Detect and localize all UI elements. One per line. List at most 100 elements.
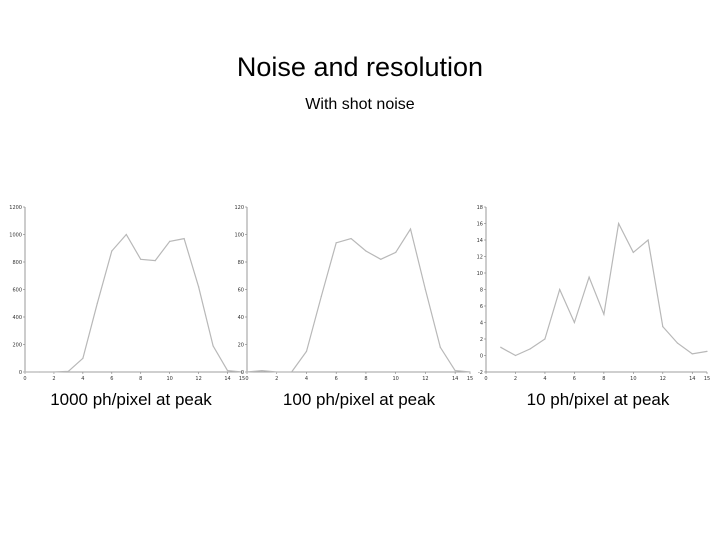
chart-3-x-tick-label: 8 [602,376,605,382]
chart-2-x-tick-label: 10 [392,376,398,382]
chart-1-y-tick-label: 800 [12,260,22,266]
chart-3-y-tick-label: 0 [480,353,483,359]
chart-1-x-tick-label: 4 [81,376,84,382]
chart-3-data-point [573,321,576,324]
chart-2-data-point [409,228,412,230]
chart-3-data-point [662,326,664,328]
chart-2-data-point [424,288,426,291]
chart-3-x-tick-label: 12 [660,376,666,382]
chart-3-x-tick-label: 4 [543,376,546,382]
chart-2-data-point [291,371,293,373]
chart-3-data-point [676,342,679,344]
chart-1-data-point [140,258,142,260]
chart-3-y-tick-label: 8 [480,287,483,293]
slide-subtitle: With shot noise [305,96,415,113]
chart-3-x-tick-label: 0 [484,376,487,382]
chart-3-data-point [691,353,693,355]
chart-2-data-point [439,346,441,348]
chart-3-x-tick-label: 2 [514,376,517,382]
chart-1-data-point [226,370,229,372]
chart-3-caption: 10 ph/pixel at peak [526,390,670,409]
chart-1-y-tick-label: 600 [12,287,22,293]
chart-1-data-point [154,260,156,262]
chart-2-x-tick-label: 8 [364,376,367,382]
chart-1-x-tick-label: 6 [110,376,113,382]
chart-1-data-point [125,233,127,236]
chart-1-y-tick-label: 1200 [9,205,22,211]
chart-3-data-point [529,348,531,350]
chart-3-x-tick-label: 10 [630,376,636,382]
chart-2-data-point [395,251,397,253]
chart-2-x-tick-label: 4 [305,376,308,382]
chart-2-data-point [350,238,352,240]
chart-3-data-point [603,313,605,315]
chart-1-y-tick-label: 0 [19,370,22,376]
chart-1-data-point [183,238,185,240]
chart-3-data-point [559,288,561,291]
chart-1-series-line [25,233,243,373]
chart-1-data-point [111,250,113,252]
chart-2-y-tick-label: 0 [241,370,244,376]
chart-1-y-tick-label: 1000 [9,232,22,238]
chart-2-y-tick-label: 60 [238,287,244,293]
chart-1-data-point [241,371,243,373]
chart-3-data-point [514,354,517,357]
chart-2-data-point [246,371,248,373]
chart-2-data-point [320,295,322,297]
chart-3-x-tick-label: 6 [573,376,576,382]
chart-2-x-tick-label: 12 [422,376,428,382]
chart-2-data-point [305,350,308,352]
chart-1-data-point [67,370,69,372]
chart-1-data-point [82,357,84,359]
chart-1-x-tick-label: 8 [139,376,142,382]
chart-1-data-point [53,371,55,373]
chart-3-data-point [544,338,546,340]
chart-3-y-tick-label: 4 [480,320,483,326]
slide-title: Noise and resolution [236,52,484,82]
chart-3-y-tick-label: 10 [477,271,483,277]
chart-1-y-tick-label: 400 [12,315,22,321]
chart-3-data-point [647,239,649,241]
chart-2-y-tick-label: 40 [238,315,244,321]
chart-3-data-point [618,222,620,225]
chart-3-y-tick-label: 18 [477,205,483,211]
chart-3-x-tick-label: 15 [704,376,710,382]
chart-3-data-point [632,251,634,253]
chart-2-data-point [276,371,278,373]
chart-2-x-tick-label: 6 [335,376,338,382]
chart-3-y-tick-label: 16 [477,221,483,227]
chart-1-data-point [96,302,98,304]
chart-1-x-tick-label: 15 [239,376,245,382]
chart-3-data-point [706,350,708,352]
chart-2-x-tick-label: 14 [452,376,458,382]
chart-2-data-point [261,370,263,372]
chart-3-series-line [500,221,708,357]
chart-3-y-tick-label: 2 [480,337,483,343]
chart-1-data-point [212,345,214,347]
chart-1-data-point [38,371,41,373]
chart-2-y-tick-label: 80 [238,260,244,266]
chart-2-y-tick-label: 120 [234,205,244,211]
chart-1-data-point [198,286,200,288]
chart-2-data-point [335,242,337,244]
chart-1-x-tick-label: 10 [166,376,172,382]
chart-1-x-tick-label: 0 [23,376,26,382]
chart-3-y-tick-label: 12 [477,254,483,260]
chart-3-y-tick-label: 6 [480,304,483,310]
chart-1-x-tick-label: 12 [195,376,201,382]
chart-3-x-tick-label: 14 [689,376,695,382]
chart-2-caption: 100 ph/pixel at peak [282,390,436,409]
chart-3-data-point [588,276,590,278]
chart-1-data-point [169,240,171,242]
chart-1-y-tick-label: 200 [12,342,22,348]
chart-2-y-tick-label: 20 [238,342,244,348]
chart-2-data-point [454,370,456,372]
chart-3-y-tick-label: -2 [478,370,483,376]
chart-2-x-tick-label: 15 [467,376,473,382]
chart-2-series-line [246,227,471,373]
chart-2-data-point [380,258,382,260]
chart-1-x-tick-label: 14 [224,376,230,382]
chart-1-caption: 1000 ph/pixel at peak [50,390,212,409]
chart-2-data-point [365,250,367,252]
